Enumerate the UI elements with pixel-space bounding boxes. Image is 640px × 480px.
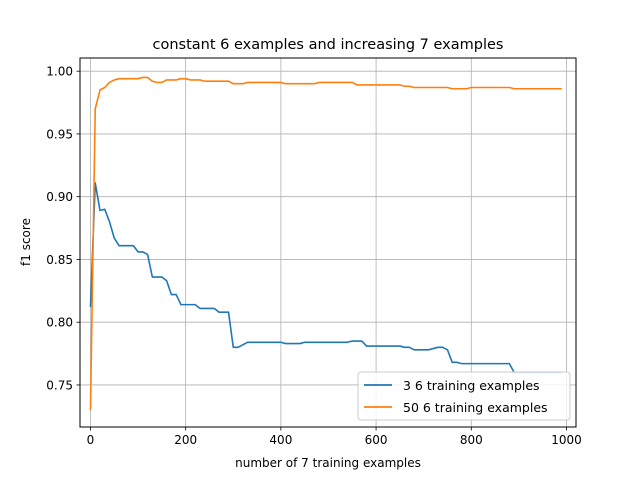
- plot-frame: [79, 57, 577, 428]
- y-tick-label: 0.80: [46, 316, 73, 330]
- y-tick-label: 0.85: [46, 253, 73, 267]
- legend-label-series-2: 50 6 training examples: [403, 400, 548, 415]
- axis-ticks: 0 200 400 600 800 1000 0.75 0.80 0.85 0.90 0.95 1.0…: [46, 65, 581, 447]
- y-tick-label: 1.00: [46, 65, 73, 79]
- x-tick-label: 400: [269, 433, 292, 447]
- legend-label-series-1: 3 6 training examples: [403, 378, 540, 393]
- chart-title: constant 6 examples and increasing 7 exa…: [153, 37, 504, 53]
- legend-frame: [357, 371, 571, 421]
- x-tick-label: 1000: [551, 433, 582, 447]
- legend: 3 6 training examples 50 6 training exam…: [357, 371, 571, 421]
- y-tick-label: 0.90: [46, 190, 73, 204]
- x-tick-label: 600: [365, 433, 388, 447]
- x-tick-label: 200: [174, 433, 197, 447]
- y-tick-label: 0.75: [46, 378, 73, 392]
- series-lines: [89, 76, 562, 411]
- series-line-1: [89, 182, 562, 374]
- y-axis-label: f1 score: [19, 218, 33, 266]
- grid-lines: [80, 58, 576, 427]
- series-line-2: [89, 76, 562, 411]
- x-axis-label: number of 7 training examples: [235, 456, 421, 470]
- x-tick-label: 0: [87, 433, 95, 447]
- x-tick-label: 800: [460, 433, 483, 447]
- y-tick-label: 0.95: [46, 127, 73, 141]
